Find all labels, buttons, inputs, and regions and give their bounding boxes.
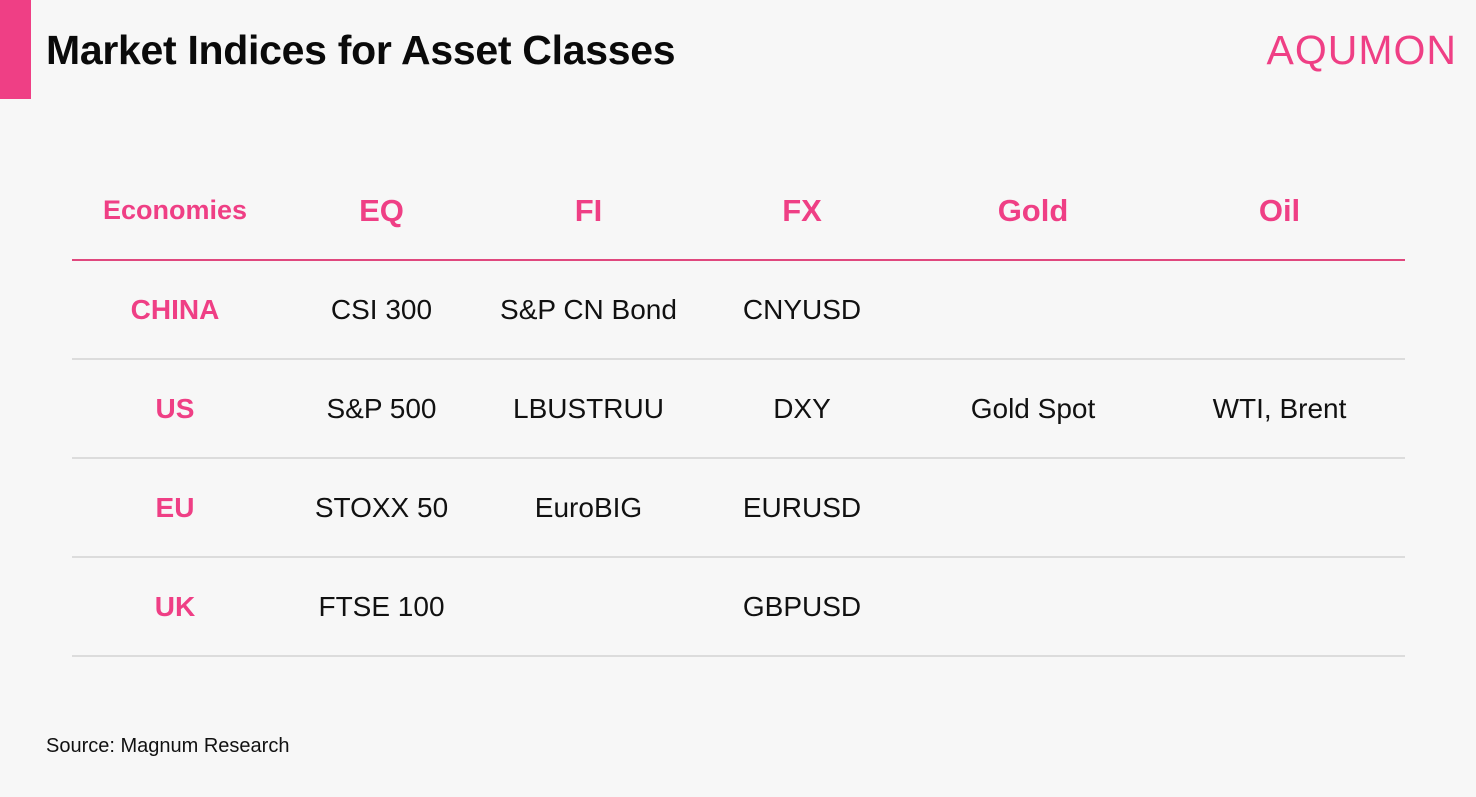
economy-label: CHINA <box>130 293 220 325</box>
gold-cell: Gold Spot <box>970 392 1096 424</box>
header-eq: EQ <box>359 192 404 228</box>
table-row: CHINA CSI 300 S&P CN Bond CNYUSD <box>72 261 1405 360</box>
eq-cell: STOXX 50 <box>314 491 449 523</box>
table-row: UK FTSE 100 GBPUSD <box>72 558 1405 657</box>
eq-cell: CSI 300 <box>330 293 433 325</box>
page-title: Market Indices for Asset Classes <box>46 27 676 73</box>
fx-cell: EURUSD <box>742 491 862 523</box>
header-gold: Gold <box>997 192 1069 228</box>
eq-cell: FTSE 100 <box>318 590 445 622</box>
table-header-row: Economies EQ FI FX Gold Oil <box>72 162 1405 261</box>
fx-cell: GBPUSD <box>742 590 862 622</box>
economy-label: US <box>155 392 195 424</box>
fi-cell: S&P CN Bond <box>500 293 677 325</box>
fx-cell: DXY <box>773 392 831 424</box>
indices-table: Economies EQ FI FX Gold Oil CHINA CSI 30… <box>72 162 1405 657</box>
brand-logo: AQUMON <box>1266 27 1457 73</box>
accent-bar <box>0 0 31 99</box>
fi-cell: EuroBIG <box>534 491 643 523</box>
economy-label: UK <box>154 590 196 622</box>
table-row: US S&P 500 LBUSTRUU DXY Gold Spot WTI, B… <box>72 360 1405 459</box>
header-fi: FI <box>574 192 603 228</box>
fi-cell: LBUSTRUU <box>513 392 664 424</box>
economy-label: EU <box>155 491 195 523</box>
header-economies: Economies <box>102 195 248 225</box>
eq-cell: S&P 500 <box>326 392 437 424</box>
fx-cell: CNYUSD <box>742 293 862 325</box>
oil-cell: WTI, Brent <box>1212 392 1347 424</box>
source-note: Source: Magnum Research <box>46 735 290 757</box>
header-fx: FX <box>782 192 822 228</box>
table-row: EU STOXX 50 EuroBIG EURUSD <box>72 459 1405 558</box>
header-oil: Oil <box>1258 192 1301 228</box>
